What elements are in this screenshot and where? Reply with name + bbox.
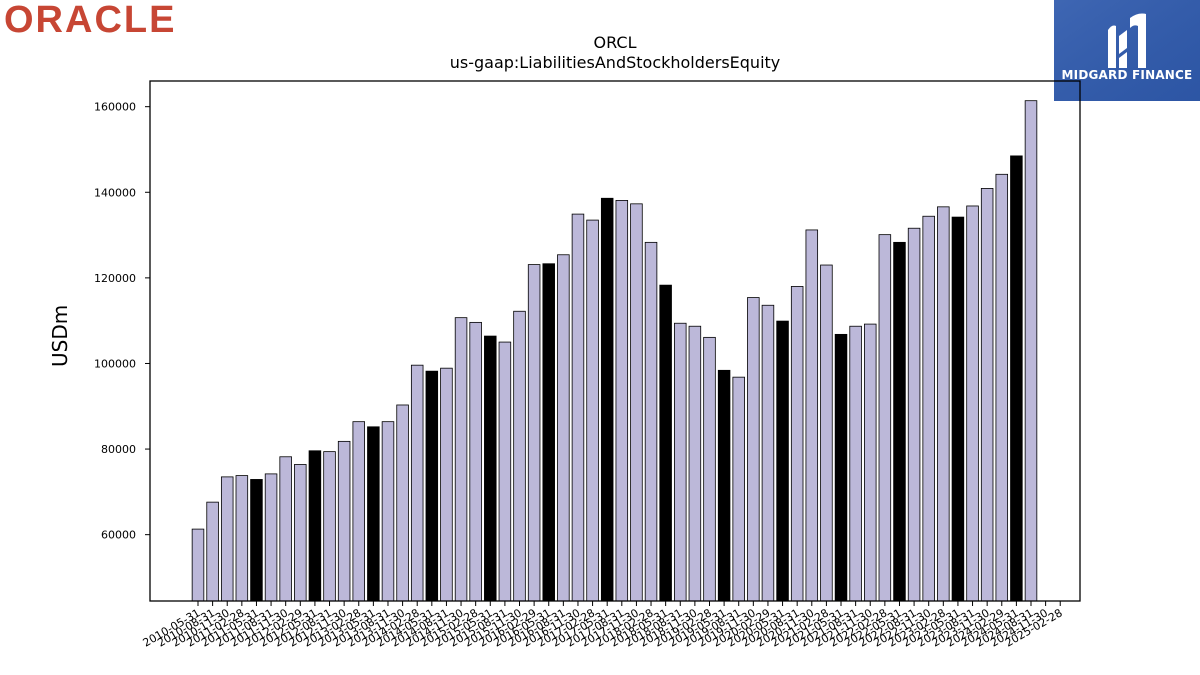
y-axis-ticks: 60000 80000 100000 120000 140000 160000	[94, 101, 150, 542]
bar-2012-11-30	[337, 440, 351, 602]
bar-2014-11-30	[454, 317, 468, 602]
bar-2021-05-31	[834, 333, 848, 602]
y-tick-label: 140000	[94, 186, 136, 199]
oracle-logo-text: ORACLE	[4, 0, 177, 41]
y-tick-label: 120000	[94, 272, 136, 285]
bar-2012-05-31	[308, 450, 322, 602]
bar-2012-02-29	[294, 464, 307, 602]
bar-2016-08-31	[557, 254, 570, 602]
bar-2010-05-31	[191, 528, 205, 602]
bar-2018-11-30	[688, 325, 702, 602]
bar-2017-08-31	[615, 200, 629, 602]
bar-2010-08-31	[206, 501, 219, 602]
bar-2020-02-29	[761, 304, 775, 602]
bar-2016-02-29	[527, 264, 541, 602]
bar-2022-02-28	[878, 234, 892, 602]
y-tick-label: 160000	[94, 101, 136, 114]
bar-2024-05-31	[1010, 155, 1023, 602]
bar-2011-11-30	[279, 456, 292, 602]
bar-2020-05-31	[776, 320, 789, 602]
bar-2016-05-31	[542, 263, 555, 602]
bar-2014-02-28	[410, 364, 424, 602]
bar-2014-05-31	[425, 370, 439, 602]
chart-subtitle: us-gaap:LiabilitiesAndStockholdersEquity	[449, 53, 781, 72]
bar-2020-11-30	[805, 229, 819, 602]
bar-2017-11-30	[630, 203, 643, 602]
bar-2013-05-31	[367, 426, 380, 602]
y-tick-label: 60000	[101, 529, 136, 542]
bar-2021-11-30	[864, 323, 877, 602]
bar-2024-08-31	[1024, 100, 1038, 602]
bar-2019-08-31	[732, 376, 745, 602]
y-tick-label: 80000	[101, 443, 136, 456]
bar-2015-05-31	[484, 335, 497, 602]
bar-2011-08-31	[264, 473, 278, 602]
bar-2013-11-30	[396, 404, 409, 602]
bar-2018-02-28	[644, 241, 658, 602]
bar-2017-02-28	[586, 219, 599, 602]
bar-2015-02-28	[469, 321, 482, 602]
bar-2013-02-28	[352, 421, 366, 602]
bar-2021-02-28	[820, 264, 833, 602]
bar-2011-02-28	[235, 475, 249, 602]
oracle-logo: ORACLE	[4, 0, 229, 41]
midgard-logo-mark-icon	[1054, 0, 1200, 101]
publisher-name: MIDGARD FINANCE	[1061, 68, 1193, 82]
bar-2021-08-31	[849, 325, 862, 602]
bar-2018-05-31	[659, 284, 672, 602]
bar-2012-08-31	[323, 451, 336, 602]
bar-2023-11-30	[980, 188, 994, 602]
bar-2010-11-30	[220, 476, 234, 602]
bar-2023-08-31	[966, 205, 979, 602]
bar-2019-02-28	[703, 336, 716, 602]
x-axis-ticks: 2010-05-312010-08-312010-11-302011-02-28…	[141, 601, 1065, 650]
bar-2013-08-31	[381, 421, 395, 602]
bar-2020-08-31	[790, 286, 804, 602]
plot-frame	[149, 80, 1081, 602]
bar-2017-05-31	[600, 197, 614, 602]
chart-title: ORCL	[593, 33, 637, 52]
y-tick-label: 100000	[94, 357, 136, 370]
bar-2022-11-30	[922, 215, 935, 602]
bar-2023-02-28	[937, 206, 950, 602]
bar-2023-05-31	[951, 216, 965, 602]
bar-2015-08-31	[498, 341, 512, 602]
bar-2024-02-29	[995, 173, 1009, 602]
bar-2022-05-31	[893, 241, 906, 602]
bar-2019-05-31	[717, 369, 731, 602]
bar-2018-08-31	[674, 322, 687, 602]
bar-2011-05-31	[250, 479, 263, 602]
bar-2014-08-31	[440, 367, 453, 602]
bar-2022-08-31	[907, 227, 921, 602]
bar-2016-11-30	[571, 213, 585, 602]
bar-2015-11-30	[513, 310, 526, 602]
bars-group	[191, 100, 1038, 602]
midgard-finance-logo: MIDGARD FINANCE	[1054, 0, 1200, 101]
bar-2019-11-30	[747, 297, 760, 602]
